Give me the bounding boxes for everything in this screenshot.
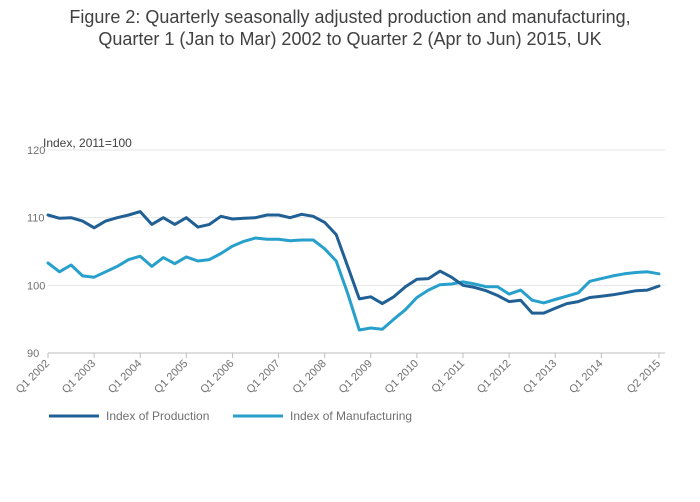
x-tick-label: Q1 2005 (152, 358, 190, 396)
x-tick-label: Q1 2009 (337, 358, 375, 396)
x-axis: Q1 2002 Q1 2003 Q1 2004 Q1 2005 Q1 2006 Q1 20… (14, 352, 665, 396)
x-tick-label: Q1 2003 (60, 358, 98, 396)
y-tick-label: 110 (27, 213, 45, 225)
y-tick-label: 120 (27, 145, 45, 157)
x-tick-label: Q2 2015 (625, 358, 663, 396)
chart-title-line-1: Figure 2: Quarterly seasonally adjusted … (69, 7, 631, 27)
y-tick-label: 90 (27, 348, 39, 360)
legend: Index of Production Index of Manufacturin… (49, 409, 412, 423)
series-line-index-of-production (46, 210, 661, 315)
x-tick-label: Q1 2011 (429, 358, 467, 396)
x-tick-label: Q1 2014 (567, 358, 605, 396)
x-tick-label: Q1 2002 (14, 358, 52, 396)
x-tick-label: Q1 2008 (290, 358, 328, 396)
series-lines (46, 210, 661, 332)
legend-label: Index of Manufacturing (290, 409, 412, 423)
y-tick-label: 100 (27, 280, 45, 292)
x-tick-label: Q1 2010 (383, 358, 421, 396)
legend-label: Index of Production (106, 409, 209, 423)
chart-title-line-2: Quarter 1 (Jan to Mar) 2002 to Quarter 2… (98, 29, 602, 49)
x-tick-label: Q1 2004 (106, 358, 144, 396)
x-tick-label: Q1 2013 (521, 358, 559, 396)
series-line-index-of-manufacturing (46, 236, 661, 332)
x-tick-label: Q1 2012 (475, 358, 513, 396)
y-axis: 90 100 110 120 (27, 145, 45, 360)
x-tick-label: Q1 2007 (244, 358, 282, 396)
x-tick-label: Q1 2006 (198, 358, 236, 396)
y-axis-label: Index, 2011=100 (43, 136, 132, 150)
chart-title: Figure 2: Quarterly seasonally adjusted … (0, 6, 700, 50)
